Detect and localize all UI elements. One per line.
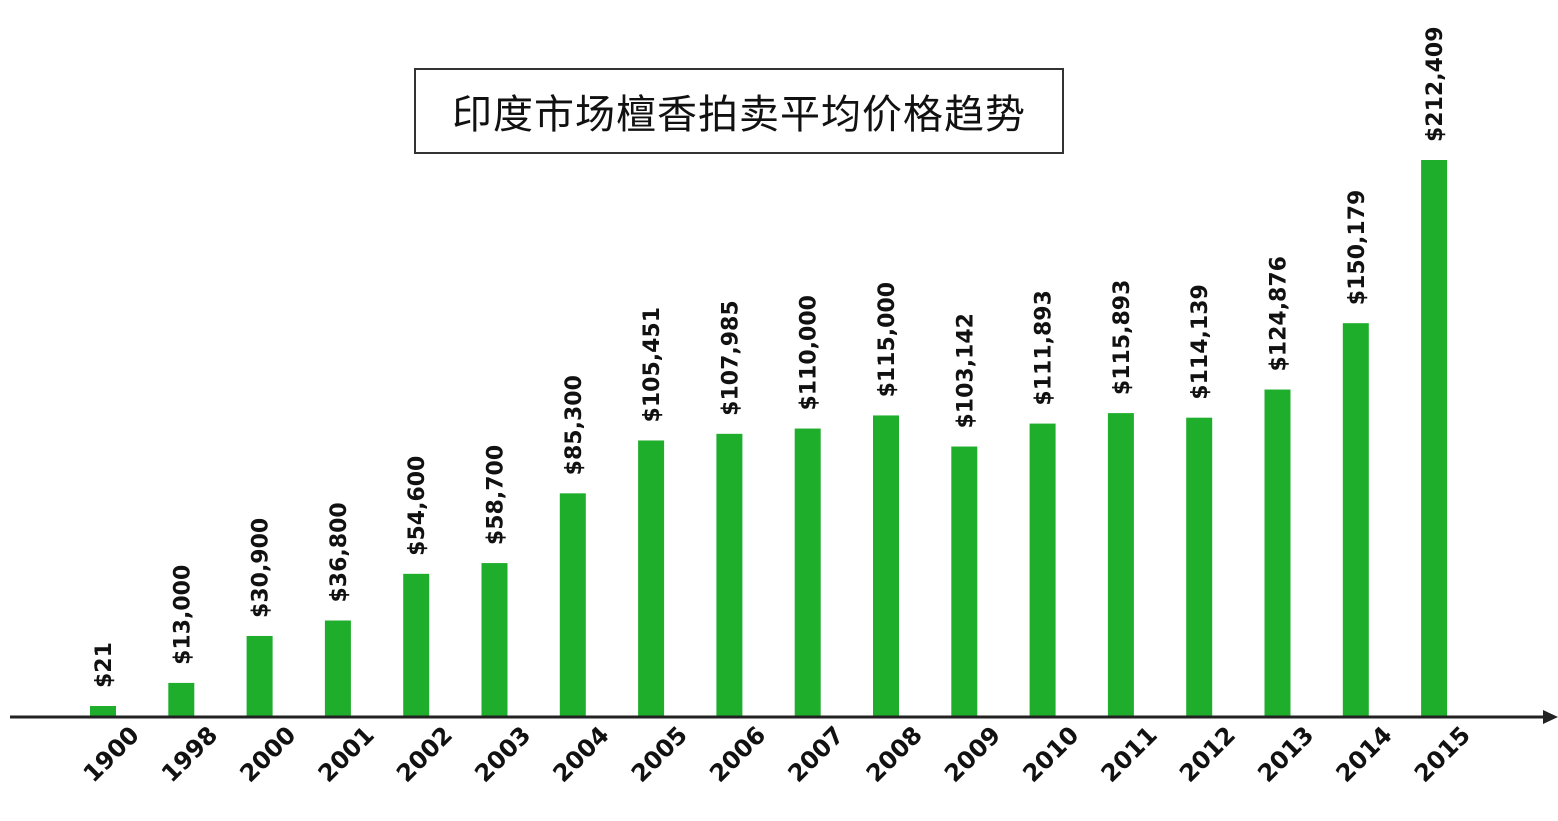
value-label-1900: $21 [92,642,117,688]
value-label-2002: $54,600 [405,456,430,556]
tick-label-2011: 2011 [1096,721,1163,788]
bar-2008 [873,415,899,717]
tick-label-2014: 2014 [1331,721,1398,788]
value-label-2003: $58,700 [484,445,509,545]
tick-label-2001: 2001 [313,721,380,788]
tick-label-2007: 2007 [783,721,850,788]
value-label-2014: $150,179 [1345,190,1370,306]
bars-group [90,160,1448,717]
bar-2005 [638,440,665,717]
tick-label-2004: 2004 [548,721,615,788]
tick-label-2000: 2000 [234,721,301,788]
bar-2003 [481,563,508,717]
tick-labels-group: 1900 1998 2000 2001 2002 2003 2004 2005 2006 2007… [78,721,1476,788]
value-label-2013: $124,876 [1267,256,1292,372]
tick-label-2002: 2002 [391,721,458,788]
tick-label-2008: 2008 [861,721,928,788]
bar-2007 [794,428,821,717]
tick-label-1900: 1900 [78,721,145,788]
value-label-2001: $36,800 [327,502,352,602]
value-label-2005: $105,451 [640,307,665,423]
value-label-2000: $30,900 [249,518,274,618]
value-label-2011: $115,893 [1110,280,1135,396]
tick-label-2010: 2010 [1017,721,1084,788]
value-label-2009: $103,142 [953,313,978,429]
bar-2009 [951,446,978,717]
value-label-2012: $114,139 [1188,284,1213,400]
bar-2012 [1186,417,1213,717]
value-label-1998: $13,000 [170,565,195,665]
bar-1900 [90,706,116,717]
tick-label-2013: 2013 [1252,721,1319,788]
value-label-2008: $115,000 [875,282,900,398]
tick-label-2009: 2009 [939,721,1006,788]
tick-label-2005: 2005 [626,721,693,788]
value-label-2010: $111,893 [1032,290,1057,406]
tick-label-2012: 2012 [1174,721,1241,788]
tick-label-2003: 2003 [469,721,536,788]
bar-2013 [1264,389,1291,717]
value-labels-group: $21 $13,000 $30,900 $36,800 $54,600 $58,700 $8… [92,26,1448,688]
bar-2001 [324,620,351,717]
value-label-2007: $110,000 [797,295,822,411]
tick-label-1998: 1998 [156,721,223,788]
bar-2000 [246,635,273,717]
x-axis-arrow-icon [1543,710,1558,724]
bar-2010 [1029,423,1056,717]
value-label-2004: $85,300 [562,375,587,475]
bar-2006 [716,433,743,717]
bar-2011 [1107,413,1134,717]
bar-1998 [168,682,195,717]
tick-label-2006: 2006 [704,721,771,788]
bar-2015 [1421,160,1448,717]
bar-2014 [1342,323,1369,717]
chart-title: 印度市场檀香拍卖平均价格趋势 [414,68,1064,154]
value-label-2006: $107,985 [718,300,743,416]
value-label-2015: $212,409 [1423,26,1448,142]
tick-label-2015: 2015 [1409,721,1476,788]
bar-2002 [403,573,430,717]
bar-2004 [559,493,586,717]
